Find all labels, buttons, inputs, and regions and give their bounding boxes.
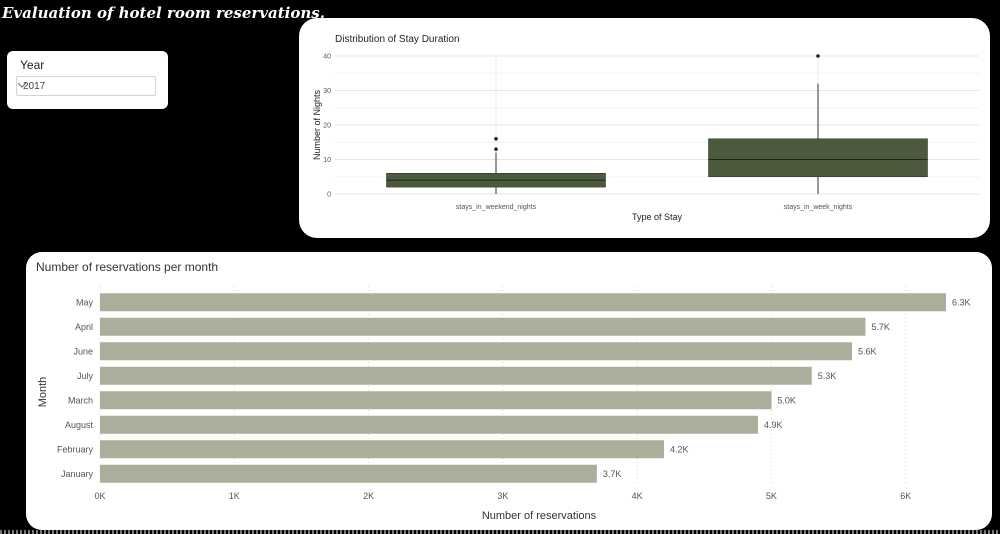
bar-y-axis-label: Month — [37, 377, 49, 408]
bar-chart-card: Number of reservations per month 6.3K 5.7… — [26, 252, 992, 530]
bar-x-tick-label: 5K — [766, 491, 777, 501]
chevron-down-icon[interactable] — [17, 80, 27, 90]
box-y-tick-label: 30 — [323, 88, 331, 95]
box-plot: Distribution of Stay Duration 010203040 … — [312, 34, 979, 222]
report-title: Evaluation of hotel room reservations. — [2, 4, 325, 22]
box-outlier-point — [494, 137, 498, 141]
box-plot-card: Distribution of Stay Duration 0 10 20 30 40 … — [299, 18, 990, 238]
box-y-axis-label: Number of Nights — [312, 89, 322, 160]
bar-chart: Number of reservations per month 6.3K 5.7… — [36, 260, 971, 522]
box-x-tick-label: stays_in_weekend_nights — [456, 204, 537, 211]
year-slicer: Year 2017 — [7, 51, 168, 109]
bar-category-label: August — [65, 420, 94, 430]
box-outlier-point — [816, 54, 820, 58]
bar-august — [100, 415, 758, 434]
box-y-tick-label: 40 — [323, 54, 331, 61]
year-dropdown-value: 2017 — [23, 81, 46, 92]
box-outlier-point — [494, 147, 498, 151]
bar-data-label: 5.3K — [818, 371, 837, 381]
bar-chart-title: Number of reservations per month — [36, 260, 218, 274]
bar-march — [100, 391, 772, 410]
bar-data-label: 3.7K — [603, 469, 622, 479]
box-iqr-stays_in_week_nights — [708, 138, 928, 178]
bar-x-tick-label: 6K — [900, 491, 911, 501]
year-dropdown[interactable]: 2017 — [16, 76, 156, 96]
bar-x-tick-label: 2K — [363, 491, 374, 501]
bar-category-label: May — [76, 297, 94, 307]
bar-april — [100, 317, 866, 336]
bar-category-label: March — [68, 395, 93, 405]
bar-category-label: January — [61, 469, 94, 479]
bar-data-label: 4.9K — [764, 420, 783, 430]
bar-category-label: April — [75, 322, 93, 332]
bar-x-axis-label: Number of reservations — [482, 510, 597, 522]
slicer-label: Year — [20, 58, 45, 72]
bar-data-label: 4.2K — [670, 444, 689, 454]
bar-x-tick-label: 4K — [632, 491, 643, 501]
box-y-tick-label: 0 — [327, 192, 331, 199]
bar-x-tick-label: 0K — [94, 491, 105, 501]
box-y-tick-label: 10 — [323, 157, 331, 164]
bar-x-tick-label: 3K — [497, 491, 508, 501]
bar-january — [100, 464, 597, 483]
box-plot-title: Distribution of Stay Duration — [335, 34, 460, 45]
bar-data-label: 5.6K — [858, 346, 877, 356]
bar-x-tick-label: 1K — [229, 491, 240, 501]
box-x-axis-label: Type of Stay — [632, 212, 683, 222]
box-y-tick-label: 20 — [323, 123, 331, 130]
bar-category-label: July — [77, 371, 94, 381]
box-x-tick-label: stays_in_week_nights — [784, 204, 853, 211]
bar-june — [100, 342, 852, 361]
bar-february — [100, 440, 664, 459]
bar-july — [100, 366, 812, 385]
bar-data-label: 5.0K — [777, 395, 796, 405]
bar-category-label: February — [57, 444, 94, 454]
bar-data-label: 6.3K — [952, 297, 971, 307]
bar-data-label: 5.7K — [871, 322, 890, 332]
bar-category-label: June — [73, 346, 93, 356]
bar-may — [100, 293, 946, 312]
page-bottom-strip — [0, 530, 1000, 534]
